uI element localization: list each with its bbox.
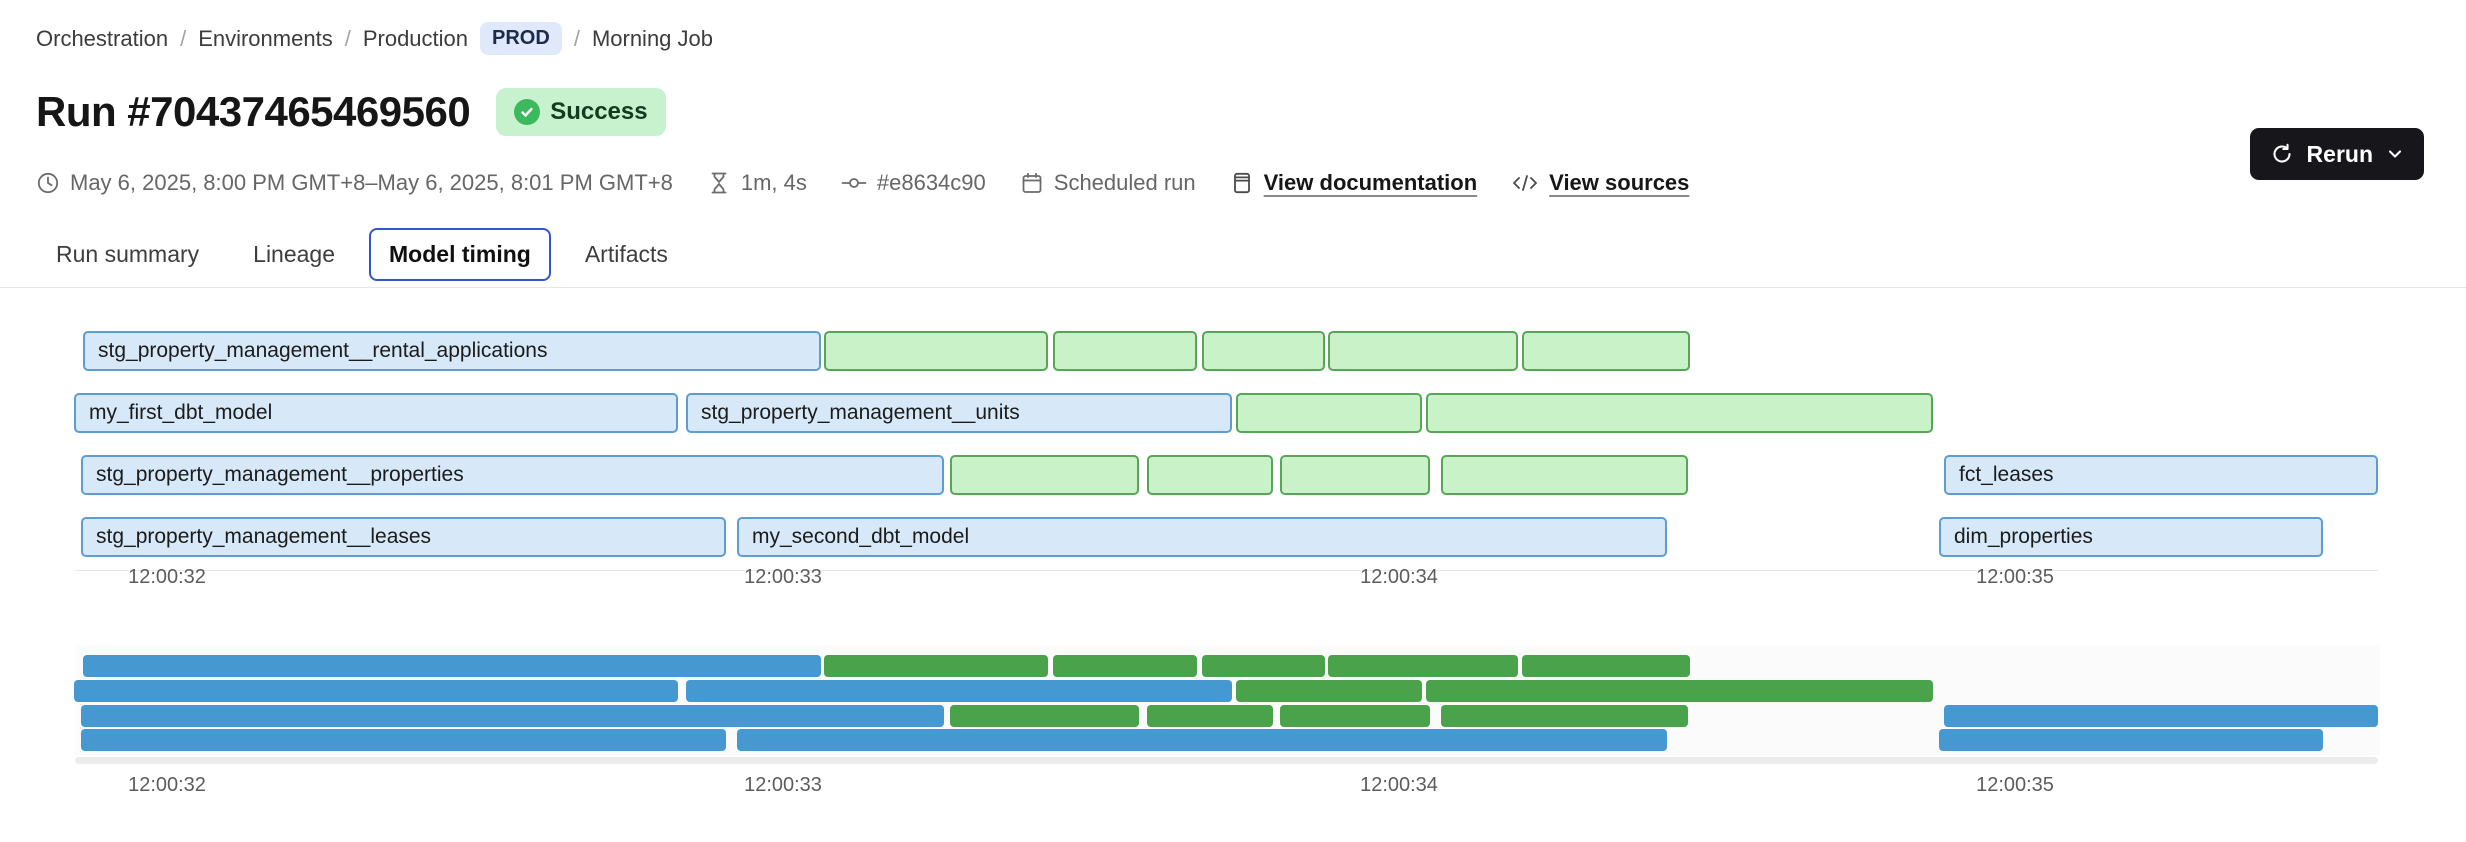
status-label: Success: [550, 98, 648, 125]
rerun-label: Rerun: [2306, 140, 2373, 167]
gantt-bar[interactable]: [1147, 455, 1273, 495]
breadcrumb-production[interactable]: Production: [362, 25, 469, 51]
time-axis-label: 12:00:34: [1360, 774, 1438, 796]
minimap-bar: [1939, 729, 2323, 751]
gantt-axis-line: [75, 570, 2378, 571]
gantt-bar-label: stg_property_management__units: [701, 401, 1020, 424]
time-axis-label: 12:00:34: [1360, 566, 1438, 588]
tab-bar: Run summary Lineage Model timing Artifac…: [36, 228, 688, 281]
breadcrumb-separator: /: [344, 25, 351, 51]
tab-model-timing[interactable]: Model timing: [369, 228, 551, 281]
run-meta-row: May 6, 2025, 8:00 PM GMT+8–May 6, 2025, …: [36, 170, 1689, 196]
minimap-bar: [74, 680, 678, 702]
page-title: Run #70437465469560: [36, 88, 471, 135]
view-sources-link[interactable]: View sources: [1511, 170, 1689, 196]
minimap-bar: [1280, 705, 1430, 727]
gantt-bar[interactable]: my_first_dbt_model: [74, 393, 678, 433]
title-row: Run #70437465469560 Success: [36, 88, 666, 136]
minimap-bar: [950, 705, 1139, 727]
tab-lineage[interactable]: Lineage: [253, 241, 336, 267]
breadcrumb-separator: /: [573, 25, 580, 51]
gantt-bar[interactable]: fct_leases: [1944, 455, 2378, 495]
tab-artifacts[interactable]: Artifacts: [584, 241, 668, 267]
gantt-bar[interactable]: stg_property_management__properties: [81, 455, 944, 495]
minimap-bar: [824, 655, 1048, 677]
hourglass-icon: [711, 172, 727, 194]
minimap-bar: [1236, 680, 1422, 702]
tab-divider: [0, 287, 2466, 288]
gantt-bar[interactable]: stg_property_management__units: [686, 393, 1232, 433]
gantt-bar[interactable]: stg_property_management__leases: [81, 517, 726, 557]
gantt-bar[interactable]: [1522, 331, 1690, 371]
gantt-bar-label: fct_leases: [1959, 463, 2054, 486]
time-axis-label: 12:00:33: [744, 566, 822, 588]
minimap-bar: [1202, 655, 1325, 677]
gantt-bar-label: stg_property_management__leases: [96, 525, 432, 548]
chevron-down-icon: [2388, 150, 2402, 158]
calendar-icon: [1022, 172, 1042, 193]
gantt-bar-label: dim_properties: [1954, 525, 2093, 548]
run-time-range: May 6, 2025, 8:00 PM GMT+8–May 6, 2025, …: [36, 170, 673, 196]
gantt-bar[interactable]: [1441, 455, 1688, 495]
minimap-bar: [81, 729, 726, 751]
gantt-bar[interactable]: [1202, 331, 1325, 371]
gantt-bar[interactable]: [1328, 331, 1518, 371]
refresh-icon: [2273, 143, 2291, 163]
clock-icon: [37, 172, 59, 194]
gantt-bar[interactable]: stg_property_management__rental_applicat…: [83, 331, 821, 371]
commit-icon: [841, 178, 867, 188]
status-badge: Success: [496, 88, 666, 136]
time-axis-label: 12:00:32: [128, 774, 206, 796]
run-trigger: Scheduled run: [1020, 170, 1196, 196]
minimap-bar: [737, 729, 1667, 751]
run-duration: 1m, 4s: [707, 170, 807, 196]
minimap-bar: [1053, 655, 1197, 677]
minimap-bar: [1944, 705, 2378, 727]
commit-hash: #e8634c90: [841, 170, 986, 196]
minimap-bar: [1147, 705, 1273, 727]
gantt-bar[interactable]: [1280, 455, 1430, 495]
minimap-bar: [1426, 680, 1933, 702]
gantt-bar-label: stg_property_management__rental_applicat…: [98, 339, 548, 362]
gantt-bar-label: my_second_dbt_model: [752, 525, 970, 548]
gantt-bar[interactable]: [1053, 331, 1197, 371]
tab-run-summary[interactable]: Run summary: [56, 241, 200, 267]
time-axis-label: 12:00:35: [1976, 774, 2054, 796]
breadcrumb-environments[interactable]: Environments: [198, 25, 333, 51]
gantt-bar[interactable]: [1426, 393, 1933, 433]
time-axis-label: 12:00:35: [1976, 566, 2054, 588]
gantt-bar[interactable]: [1236, 393, 1422, 433]
minimap-bar: [81, 705, 944, 727]
minimap-bar: [1328, 655, 1518, 677]
gantt-bar[interactable]: [824, 331, 1048, 371]
minimap-bar: [1441, 705, 1688, 727]
environment-badge: PROD: [480, 22, 562, 55]
success-check-icon: [514, 99, 541, 125]
breadcrumb-orchestration[interactable]: Orchestration: [36, 25, 169, 51]
gantt-bar[interactable]: dim_properties: [1939, 517, 2323, 557]
minimap-bar: [83, 655, 821, 677]
rerun-button[interactable]: Rerun: [2249, 128, 2424, 180]
breadcrumb-separator: /: [180, 25, 187, 51]
time-axis-label: 12:00:32: [128, 566, 206, 588]
minimap-bar: [686, 680, 1232, 702]
horizontal-scrollbar[interactable]: [75, 757, 2378, 764]
time-axis-label: 12:00:33: [744, 774, 822, 796]
minimap-bar: [1522, 655, 1690, 677]
gantt-bar-label: my_first_dbt_model: [89, 401, 273, 424]
gantt-bar-label: stg_property_management__properties: [96, 463, 464, 486]
gantt-bar[interactable]: my_second_dbt_model: [737, 517, 1667, 557]
view-documentation-link[interactable]: View documentation: [1230, 170, 1477, 196]
breadcrumb: Orchestration / Environments / Productio…: [36, 22, 713, 55]
gantt-bar[interactable]: [950, 455, 1139, 495]
code-icon: [1513, 175, 1538, 191]
document-icon: [1233, 172, 1250, 194]
breadcrumb-morning-job[interactable]: Morning Job: [591, 25, 714, 51]
